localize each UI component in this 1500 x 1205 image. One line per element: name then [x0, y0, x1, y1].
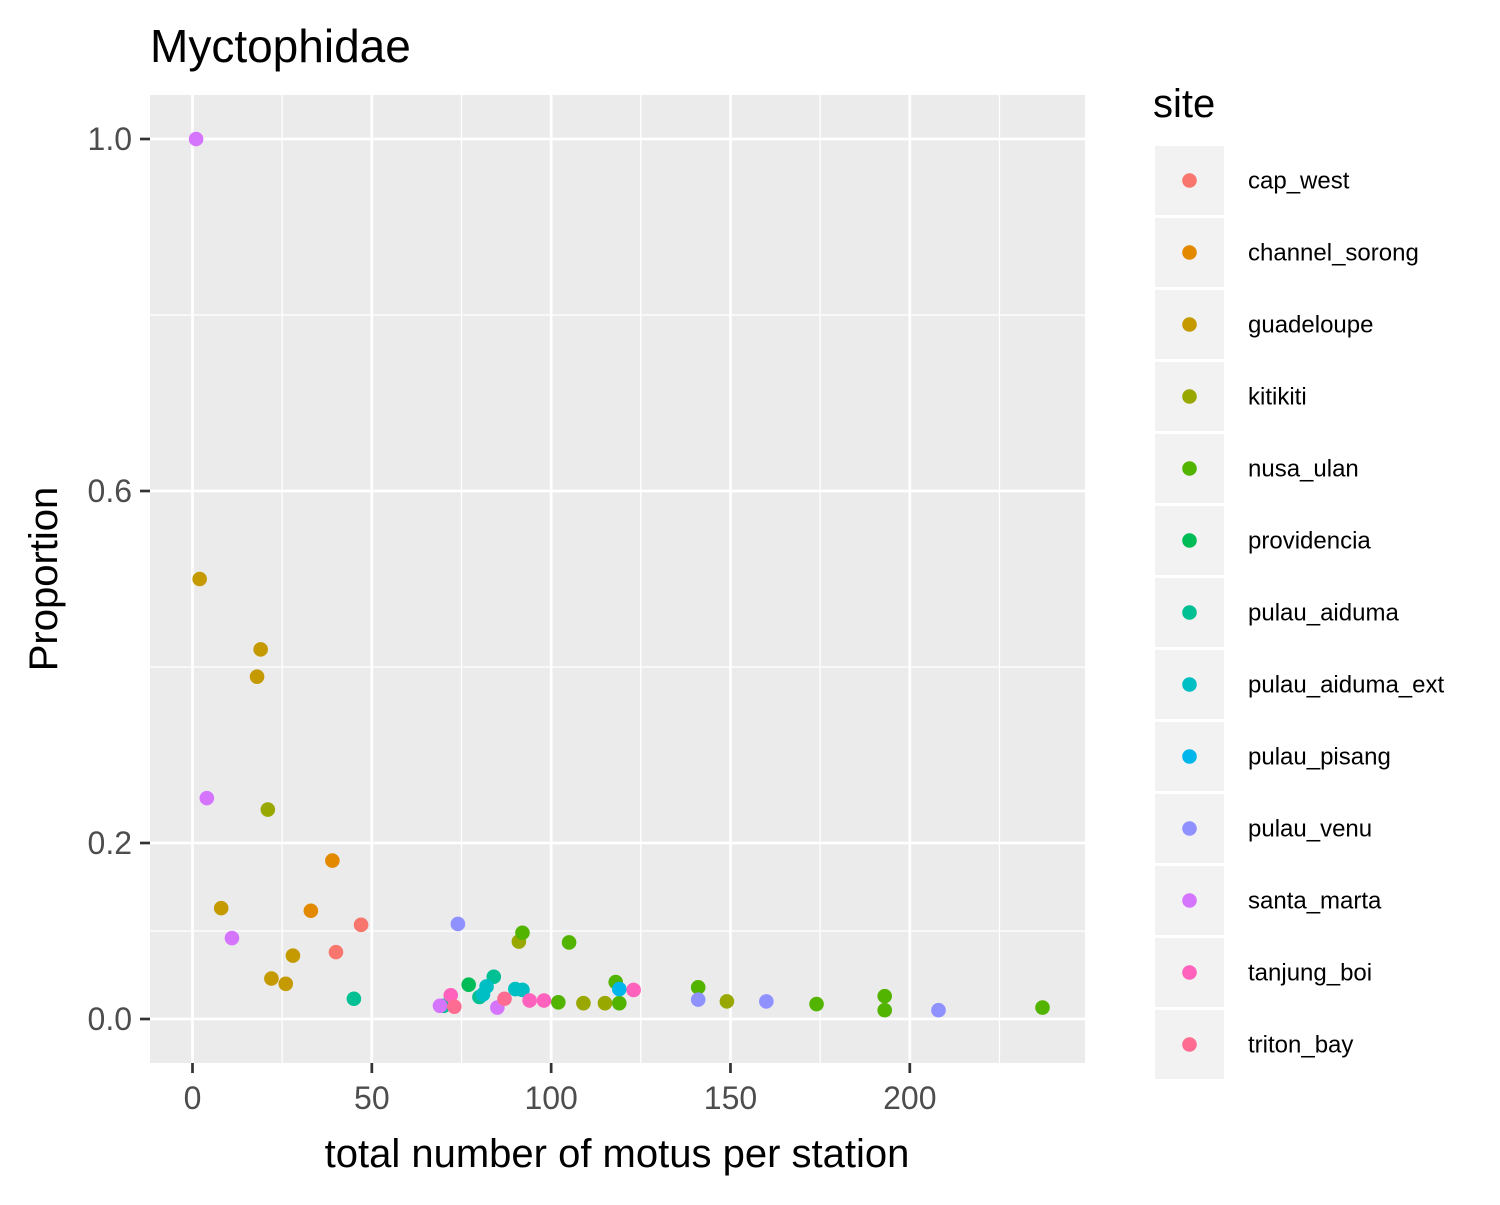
legend-label-nusa_ulan: nusa_ulan: [1248, 456, 1359, 483]
data-point-pulau_pisang: [611, 981, 627, 997]
y-tick-label: 0.2: [88, 825, 132, 861]
y-tick-label: 0.6: [88, 473, 132, 509]
y-tick-label: 0.0: [88, 1001, 132, 1037]
data-point-nusa_ulan: [809, 996, 824, 1012]
data-point-providencia: [461, 977, 476, 992]
legend-label-cap_west: cap_west: [1248, 168, 1350, 195]
legend-label-santa_marta: santa_marta: [1248, 888, 1382, 915]
data-point-tanjung_boi: [443, 987, 459, 1003]
data-point-santa_marta: [432, 998, 448, 1014]
y-axis-title: Proportion: [22, 487, 66, 672]
data-point-guadeloupe: [249, 669, 265, 684]
data-point-guadeloupe: [285, 948, 301, 963]
data-point-kitikiti: [260, 802, 276, 817]
data-point-guadeloupe: [192, 571, 207, 587]
x-tick-label: 100: [524, 1080, 577, 1116]
legend-label-tanjung_boi: tanjung_boi: [1248, 960, 1372, 987]
data-point-guadeloupe: [264, 971, 279, 986]
data-point-nusa_ulan: [561, 935, 577, 950]
x-tick-label: 50: [354, 1080, 390, 1116]
x-tick-label: 200: [883, 1080, 936, 1116]
data-point-cap_west: [328, 944, 344, 960]
legend-title: site: [1153, 82, 1215, 126]
legend-marker: [1182, 389, 1197, 404]
data-point-channel_sorong: [303, 903, 319, 919]
legend-marker: [1182, 317, 1197, 332]
legend-label-guadeloupe: guadeloupe: [1248, 312, 1373, 339]
data-point-tanjung_boi: [536, 993, 552, 1008]
data-point-nusa_ulan: [611, 995, 627, 1011]
legend-label-channel_sorong: channel_sorong: [1248, 240, 1419, 267]
legend: cap_west channel_sorong guadeloupe kitikiti…: [1155, 146, 1444, 1079]
data-point-pulau_venu: [450, 916, 466, 932]
data-point-guadeloupe: [253, 642, 268, 657]
grid-minor: [150, 95, 1085, 1063]
data-points: [188, 131, 1050, 1018]
data-point-nusa_ulan: [877, 1002, 892, 1018]
legend-marker: [1182, 173, 1197, 188]
data-point-nusa_ulan: [515, 925, 530, 941]
data-point-channel_sorong: [325, 853, 340, 868]
data-point-santa_marta: [224, 930, 240, 946]
data-point-guadeloupe: [278, 976, 294, 992]
legend-marker: [1182, 965, 1197, 980]
legend-marker: [1182, 605, 1197, 620]
legend-label-pulau_venu: pulau_venu: [1248, 816, 1372, 843]
legend-marker: [1182, 677, 1197, 692]
data-point-santa_marta: [199, 790, 215, 806]
legend-label-pulau_aiduma_ext: pulau_aiduma_ext: [1248, 672, 1444, 699]
data-point-pulau_venu: [931, 1002, 946, 1018]
data-point-pulau_venu: [690, 992, 706, 1007]
data-point-kitikiti: [597, 995, 613, 1011]
data-point-santa_marta: [188, 131, 204, 147]
data-point-pulau_aiduma_ext: [475, 987, 491, 1002]
data-point-triton_bay: [447, 999, 462, 1014]
legend-marker: [1182, 821, 1197, 836]
y-tick-label: 1.0: [88, 121, 132, 157]
x-tick-label: 0: [184, 1080, 202, 1116]
data-point-guadeloupe: [213, 900, 229, 916]
data-point-kitikiti: [576, 995, 591, 1011]
legend-label-providencia: providencia: [1248, 528, 1371, 555]
legend-marker: [1182, 533, 1197, 548]
data-point-nusa_ulan: [551, 994, 566, 1010]
data-point-tanjung_boi: [626, 982, 641, 998]
data-point-nusa_ulan: [877, 988, 892, 1004]
data-point-pulau_venu: [759, 994, 774, 1009]
y-axis: 0.0 0.2 0.6 1.0: [88, 121, 150, 1037]
data-point-nusa_ulan: [1035, 1000, 1050, 1015]
x-tick-label: 150: [704, 1080, 757, 1116]
legend-marker: [1182, 245, 1197, 260]
legend-marker: [1182, 461, 1197, 476]
plot-panel: [150, 95, 1085, 1063]
legend-label-kitikiti: kitikiti: [1248, 384, 1307, 411]
data-point-tanjung_boi: [522, 993, 537, 1008]
data-point-pulau_aiduma_ext: [515, 982, 530, 998]
data-point-triton_bay: [497, 991, 512, 1007]
legend-marker: [1182, 749, 1197, 764]
data-point-kitikiti: [719, 994, 735, 1009]
x-axis-title: total number of motus per station: [325, 1132, 910, 1176]
legend-label-pulau_pisang: pulau_pisang: [1248, 744, 1391, 771]
data-point-pulau_aiduma: [346, 991, 362, 1007]
legend-marker: [1182, 893, 1197, 908]
legend-marker: [1182, 1037, 1197, 1052]
x-axis: 0 50 100 150 200: [184, 1063, 936, 1116]
chart-title: Myctophidae: [150, 20, 411, 72]
legend-label-pulau_aiduma: pulau_aiduma: [1248, 600, 1399, 627]
legend-label-triton_bay: triton_bay: [1248, 1032, 1353, 1059]
data-point-cap_west: [353, 917, 369, 933]
data-point-nusa_ulan: [690, 980, 706, 995]
